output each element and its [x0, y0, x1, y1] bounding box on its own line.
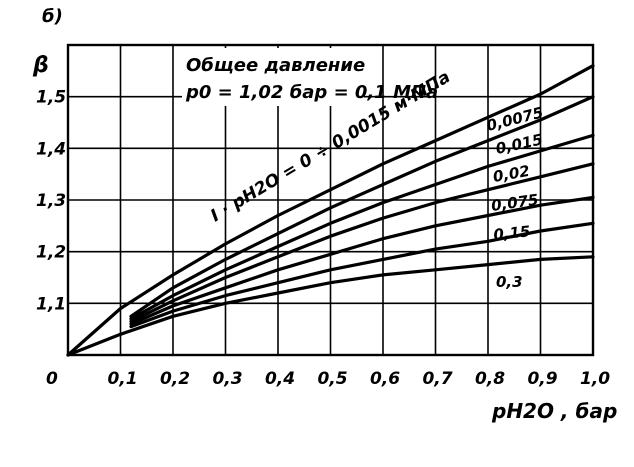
series-line [129, 133, 595, 321]
y-tick-label: 1,3 [36, 191, 66, 211]
x-tick-label: 0,9 [527, 369, 557, 389]
y-tick-label: 1,4 [36, 139, 66, 159]
series-label: 0,02 [492, 162, 532, 186]
series-line [129, 162, 595, 323]
chart-title-line1: Общее давление [186, 55, 365, 76]
x-tick-label: 0,8 [475, 369, 505, 389]
series-line [129, 221, 595, 329]
series-line [66, 255, 595, 357]
y-tick-label: 1,2 [36, 243, 66, 263]
series-line [129, 95, 595, 318]
series-line [129, 195, 595, 326]
x-tick-label: 0,1 [107, 369, 137, 389]
series-line [66, 64, 595, 357]
x-tick-label: 0,2 [160, 369, 190, 389]
x-axis-label: pH2O , бар [491, 399, 617, 423]
series-label: 0,15 [493, 222, 532, 244]
y-axis-label: β [32, 53, 49, 78]
x-tick-label: 0,6 [370, 369, 400, 389]
x-tick-label: 0,4 [265, 369, 295, 389]
series-label: 0,075 [490, 191, 539, 215]
x-tick-label: 0,7 [422, 369, 452, 389]
x-tick-labels: 0 0,1 0,2 0,3 0,4 0,5 0,6 0,7 0,8 0,9 1,0 [46, 369, 610, 389]
curve-layer [66, 64, 595, 357]
chart-title-line2: p0 = 1,02 бар = 0,1 МПа [185, 82, 438, 103]
y-tick-label: 1,1 [36, 294, 66, 314]
plot-frame [66, 43, 595, 357]
x-tick-label: 1,0 [580, 369, 610, 389]
x-tick-label: 0,3 [212, 369, 242, 389]
panel-label: б) [42, 6, 63, 27]
series-label: 0,3 [496, 273, 523, 291]
x-tick-label: 0,5 [317, 369, 347, 389]
title-backdrop [182, 48, 364, 106]
x-tick-label: 0 [46, 369, 58, 389]
y-tick-label: 1,5 [36, 88, 66, 108]
y-tick-labels: 1,1 1,2 1,3 1,4 1,5 [36, 88, 66, 315]
